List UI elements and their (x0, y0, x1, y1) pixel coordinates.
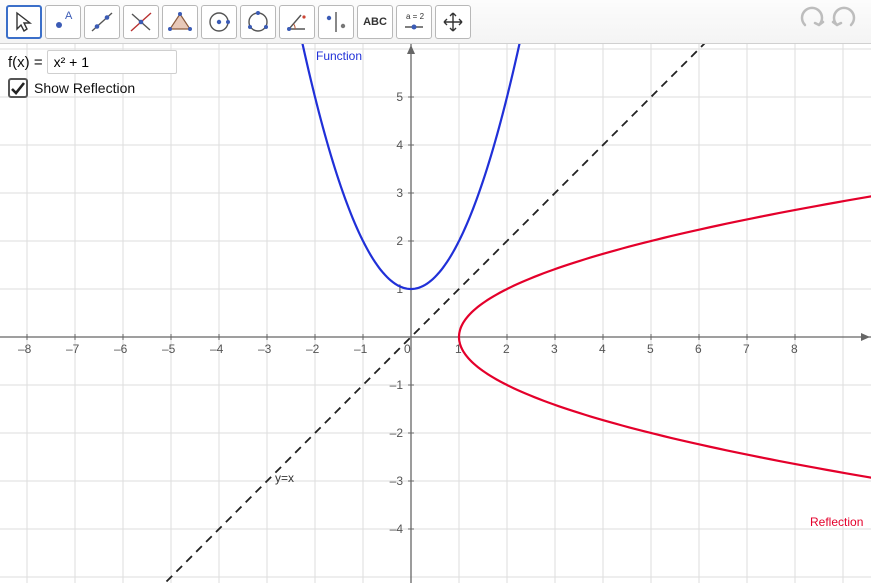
svg-text:2: 2 (503, 342, 510, 356)
graph-canvas[interactable]: –8–7–6–5–4–3–2–1012345678–4–3–2–112345y=… (0, 44, 871, 583)
svg-text:3: 3 (396, 186, 403, 200)
svg-text:4: 4 (396, 138, 403, 152)
undo-redo-group (797, 5, 865, 38)
svg-text:–5: –5 (162, 342, 176, 356)
function-input[interactable] (47, 50, 177, 74)
svg-text:5: 5 (396, 90, 403, 104)
circle-center-tool[interactable] (201, 5, 237, 39)
point-tool[interactable]: A (45, 5, 81, 39)
svg-text:–4: –4 (390, 522, 404, 536)
redo-button[interactable] (829, 5, 859, 38)
svg-text:–4: –4 (210, 342, 224, 356)
function-input-row: f(x) = (8, 50, 177, 74)
text-tool-label: ABC (363, 16, 387, 28)
svg-text:2: 2 (396, 234, 403, 248)
fx-label: f(x) = (8, 54, 43, 71)
text-tool[interactable]: ABC (357, 5, 393, 39)
svg-text:A: A (65, 10, 73, 22)
toolbar: A ABC a = 2 (0, 0, 871, 44)
svg-text:–2: –2 (390, 426, 404, 440)
svg-text:7: 7 (743, 342, 750, 356)
svg-text:–3: –3 (258, 342, 272, 356)
input-panel: f(x) = Show Reflection (8, 50, 177, 98)
svg-text:–3: –3 (390, 474, 404, 488)
reflect-tool[interactable] (318, 5, 354, 39)
svg-text:–1: –1 (390, 378, 404, 392)
undo-button[interactable] (797, 5, 827, 38)
svg-text:–2: –2 (306, 342, 320, 356)
svg-text:–1: –1 (354, 342, 368, 356)
svg-text:–8: –8 (18, 342, 32, 356)
svg-text:5: 5 (647, 342, 654, 356)
svg-text:–6: –6 (114, 342, 128, 356)
polygon-tool[interactable] (162, 5, 198, 39)
angle-tool[interactable] (279, 5, 315, 39)
show-reflection-label: Show Reflection (34, 80, 135, 96)
svg-text:Reflection: Reflection (810, 515, 863, 529)
perpendicular-tool[interactable] (123, 5, 159, 39)
svg-text:y=x: y=x (275, 471, 294, 485)
circle-3points-tool[interactable] (240, 5, 276, 39)
svg-text:–7: –7 (66, 342, 80, 356)
svg-text:4: 4 (599, 342, 606, 356)
svg-text:Function: Function (316, 49, 362, 63)
move-tool[interactable] (6, 5, 42, 39)
svg-text:8: 8 (791, 342, 798, 356)
svg-text:a = 2: a = 2 (406, 12, 425, 21)
svg-text:3: 3 (551, 342, 558, 356)
move-view-tool[interactable] (435, 5, 471, 39)
line-tool[interactable] (84, 5, 120, 39)
svg-text:6: 6 (695, 342, 702, 356)
slider-tool[interactable]: a = 2 (396, 5, 432, 39)
show-reflection-row: Show Reflection (8, 78, 177, 98)
show-reflection-checkbox[interactable] (8, 78, 28, 98)
graph-svg: –8–7–6–5–4–3–2–1012345678–4–3–2–112345y=… (0, 44, 871, 583)
